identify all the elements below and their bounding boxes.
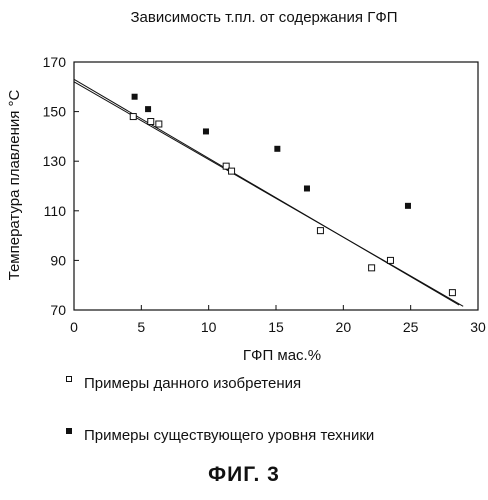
chart-title: Зависимость т.пл. от содержания ГФП bbox=[130, 9, 397, 26]
x-tick-label-4: 20 bbox=[336, 319, 352, 335]
point-s1-3 bbox=[274, 145, 281, 152]
x-tick-label-6: 30 bbox=[470, 319, 486, 335]
filled-square-icon bbox=[66, 428, 72, 434]
x-tick-label-2: 10 bbox=[201, 319, 217, 335]
legend-label-invention: Примеры данного изобретения bbox=[84, 375, 302, 392]
point-s0-4 bbox=[228, 167, 236, 175]
y-tick-label-3: 130 bbox=[43, 153, 67, 169]
point-s0-1 bbox=[147, 118, 155, 126]
point-s0-7 bbox=[386, 256, 394, 264]
x-tick-label-0: 0 bbox=[70, 319, 78, 335]
x-tick-label-5: 25 bbox=[403, 319, 419, 335]
trend-lines bbox=[73, 78, 464, 307]
point-s0-8 bbox=[448, 289, 456, 297]
plot-axes bbox=[73, 61, 479, 311]
point-s0-6 bbox=[368, 264, 376, 272]
point-s1-2 bbox=[202, 128, 209, 135]
y-tick-label-4: 150 bbox=[43, 104, 67, 120]
legend-label-prior-art: Примеры существующего уровня техники bbox=[84, 427, 375, 444]
y-tick-label-0: 70 bbox=[50, 302, 66, 318]
data-points bbox=[129, 93, 456, 297]
y-tick-label-1: 90 bbox=[50, 252, 66, 268]
x-tick-label-3: 15 bbox=[268, 319, 284, 335]
figure-caption: ФИГ. 3 bbox=[208, 463, 280, 486]
trend-line-1 bbox=[73, 81, 464, 307]
y-tick-label-2: 110 bbox=[44, 203, 67, 219]
y-tick-label-5: 170 bbox=[43, 54, 67, 70]
y-axis-label: Температура плавления °С bbox=[6, 89, 23, 280]
point-s1-1 bbox=[145, 106, 152, 113]
point-s0-3 bbox=[222, 162, 230, 170]
x-tick-label-1: 5 bbox=[137, 319, 145, 335]
x-axis-label: ГФП мас.% bbox=[243, 347, 321, 364]
point-s0-5 bbox=[316, 227, 324, 235]
tick-labels: 70 90 110 130 150 170 0 5 10 15 20 25 30 bbox=[43, 54, 486, 335]
point-s0-0 bbox=[129, 113, 137, 121]
point-s1-0 bbox=[131, 93, 138, 100]
open-square-icon bbox=[66, 376, 72, 382]
point-s1-4 bbox=[303, 185, 310, 192]
point-s1-5 bbox=[404, 202, 411, 209]
point-s0-2 bbox=[155, 120, 163, 128]
